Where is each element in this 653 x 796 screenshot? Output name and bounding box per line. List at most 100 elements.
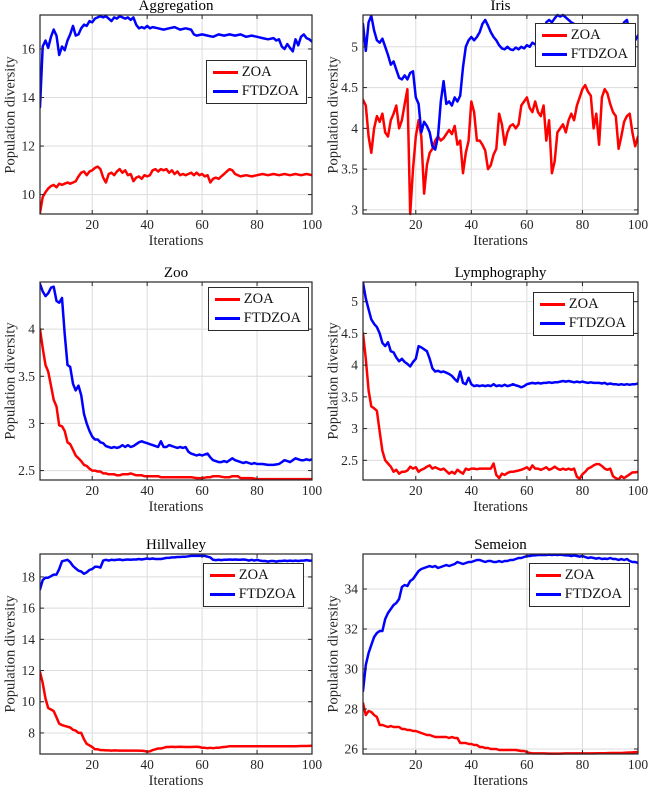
y-tick-label: 34 — [345, 582, 359, 597]
tick-marks — [363, 282, 639, 480]
legend: ZOA FTDZOA — [202, 563, 304, 607]
ftdzoa-line-swatch — [539, 322, 565, 325]
y-tick-label: 16 — [22, 41, 36, 56]
axes-box — [362, 553, 639, 755]
x-axis-label: Iterations — [473, 773, 528, 789]
ftdzoa-line-swatch — [209, 593, 235, 596]
tick-marks — [40, 282, 313, 480]
series-ftdzoa-line — [40, 554, 312, 591]
series-zoa-line — [40, 165, 312, 215]
x-tick-label: 100 — [302, 757, 323, 772]
y-tick-label: 2.5 — [341, 453, 358, 468]
y-tick-label: 16 — [22, 601, 36, 616]
zoa-line-swatch — [212, 71, 238, 74]
legend-label: ZOA — [243, 291, 274, 307]
subplot-zoo: Zoo Population diversity 20 40 60 80 100 2.5 3… — [0, 265, 326, 531]
x-tick-label: 100 — [302, 483, 323, 498]
series-zoa-line — [363, 701, 638, 755]
y-tick-label: 5 — [351, 294, 358, 309]
subplot-hillvalley: Hillvalley Population diversity 20 40 60 80… — [0, 530, 326, 796]
plot-area: 20 40 60 80 100 2.5 3 3.5 4 — [18, 281, 323, 498]
ftdzoa-line-swatch — [535, 593, 561, 596]
zoa-line-swatch — [214, 298, 240, 301]
y-tick-label: 28 — [345, 702, 359, 717]
x-tick-label: 40 — [465, 217, 479, 232]
ftdzoa-line-swatch — [212, 90, 238, 93]
chart-title: Zoo — [163, 265, 189, 281]
legend-label: FTDZOA — [241, 83, 299, 99]
legend-entry-zoa: ZOA — [209, 567, 296, 584]
subplot-iris: Iris Population diversity 20 40 60 80 100 3 3.… — [326, 0, 653, 266]
zoa-line-swatch — [535, 574, 561, 577]
x-tick-label: 40 — [140, 757, 154, 772]
legend-entry-zoa: ZOA — [212, 64, 299, 81]
y-tick-label: 2.5 — [18, 463, 35, 478]
y-tick-label: 4 — [351, 121, 358, 136]
y-tick-label: 4.5 — [341, 80, 358, 95]
axes-box — [39, 281, 313, 481]
y-tick-label: 8 — [28, 725, 35, 740]
legend: ZOA FTDZOA — [207, 287, 309, 331]
axes-box — [362, 14, 639, 215]
x-tick-label: 80 — [576, 217, 590, 232]
y-tick-label: 10 — [22, 694, 36, 709]
gridlines — [40, 282, 312, 480]
tick-marks — [363, 15, 639, 214]
y-tick-label: 26 — [345, 742, 359, 757]
x-tick-label: 80 — [250, 483, 264, 498]
y-tick-label: 30 — [345, 662, 359, 677]
y-tick-label: 3.5 — [341, 389, 358, 404]
x-tick-label: 60 — [520, 217, 534, 232]
legend-label: FTDZOA — [564, 586, 622, 602]
plot-area: 20 40 60 80 100 8 10 12 14 16 18 — [22, 553, 323, 772]
legend-label: FTDZOA — [568, 315, 626, 331]
legend-label: FTDZOA — [570, 46, 628, 62]
y-tick-label: 14 — [22, 90, 36, 105]
x-tick-label: 100 — [628, 483, 649, 498]
x-tick-label: 40 — [140, 217, 154, 232]
y-tick-label: 4 — [351, 358, 358, 373]
x-tick-label: 20 — [409, 483, 423, 498]
x-tick-label: 80 — [576, 757, 590, 772]
ftdzoa-line-swatch — [541, 53, 567, 56]
legend: ZOA FTDZOA — [532, 292, 634, 336]
axes-box — [39, 553, 313, 755]
tick-marks — [40, 554, 313, 754]
x-tick-label: 60 — [195, 483, 209, 498]
legend-entry-ftdzoa: FTDZOA — [541, 46, 628, 63]
y-tick-label: 3 — [351, 202, 358, 217]
legend-entry-ftdzoa: FTDZOA — [214, 310, 301, 327]
legend-entry-ftdzoa: FTDZOA — [212, 83, 299, 100]
x-tick-label: 40 — [465, 483, 479, 498]
legend: ZOA FTDZOA — [528, 563, 630, 607]
x-tick-label: 20 — [409, 757, 423, 772]
y-tick-label: 4.5 — [341, 326, 358, 341]
legend-entry-ftdzoa: FTDZOA — [539, 315, 626, 332]
tick-marks — [363, 554, 639, 754]
chart-title: Lymphography — [454, 265, 547, 281]
zoa-line-swatch — [541, 34, 567, 37]
x-tick-label: 20 — [409, 217, 423, 232]
series-ftdzoa-line — [40, 282, 312, 467]
subplot-lymphography: Lymphography Population diversity 20 40 60… — [326, 265, 653, 531]
x-tick-label: 80 — [250, 757, 264, 772]
x-tick-label: 60 — [195, 757, 209, 772]
x-tick-label: 40 — [465, 757, 479, 772]
x-tick-label: 100 — [628, 217, 649, 232]
legend-entry-zoa: ZOA — [541, 27, 628, 44]
axes-box — [362, 281, 639, 481]
x-axis-label: Iterations — [148, 499, 204, 515]
x-axis-label: Iterations — [148, 773, 204, 789]
x-tick-label: 60 — [520, 757, 534, 772]
legend-entry-zoa: ZOA — [539, 296, 626, 313]
plot-area: 20 40 60 80 100 26 28 30 32 34 — [345, 553, 648, 772]
subplot-aggregation: Aggregation Population diversity 20 40 60 8… — [0, 0, 326, 266]
legend: ZOA FTDZOA — [534, 23, 636, 67]
gridlines — [40, 554, 312, 754]
x-tick-label: 60 — [195, 217, 209, 232]
y-tick-label: 4 — [28, 322, 35, 337]
subplot-semeion: Semeion Population diversity 20 40 60 80 100… — [326, 530, 653, 796]
x-tick-label: 80 — [576, 483, 590, 498]
axes-box — [39, 14, 313, 215]
y-tick-label: 5 — [351, 39, 358, 54]
